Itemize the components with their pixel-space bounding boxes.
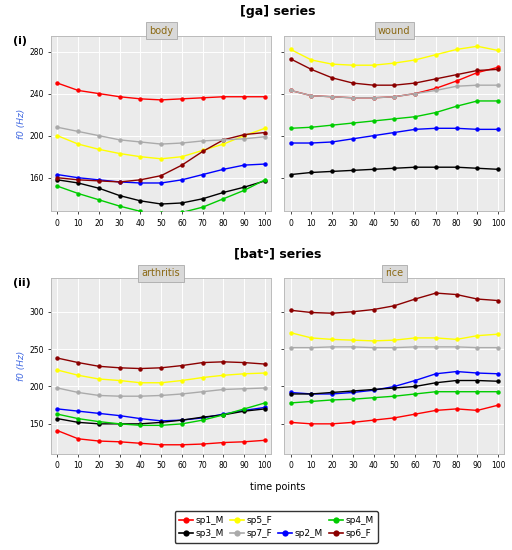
Text: [batᵊ] series: [batᵊ] series [234, 248, 322, 261]
Y-axis label: f0 (Hz): f0 (Hz) [17, 351, 26, 381]
Text: time points: time points [250, 482, 306, 492]
Text: (i): (i) [13, 36, 27, 46]
Title: arthritis: arthritis [142, 268, 181, 278]
Text: (ii): (ii) [13, 278, 31, 288]
Legend: sp1_M, sp3_M, sp5_F, sp7_F, , sp2_M, sp4_M, sp6_F: sp1_M, sp3_M, sp5_F, sp7_F, , sp2_M, sp4… [175, 511, 378, 543]
Y-axis label: f0 (Hz): f0 (Hz) [17, 108, 26, 139]
Title: body: body [149, 26, 173, 36]
Title: rice: rice [385, 268, 403, 278]
Text: [ga] series: [ga] series [240, 5, 315, 18]
Title: wound: wound [378, 26, 411, 36]
